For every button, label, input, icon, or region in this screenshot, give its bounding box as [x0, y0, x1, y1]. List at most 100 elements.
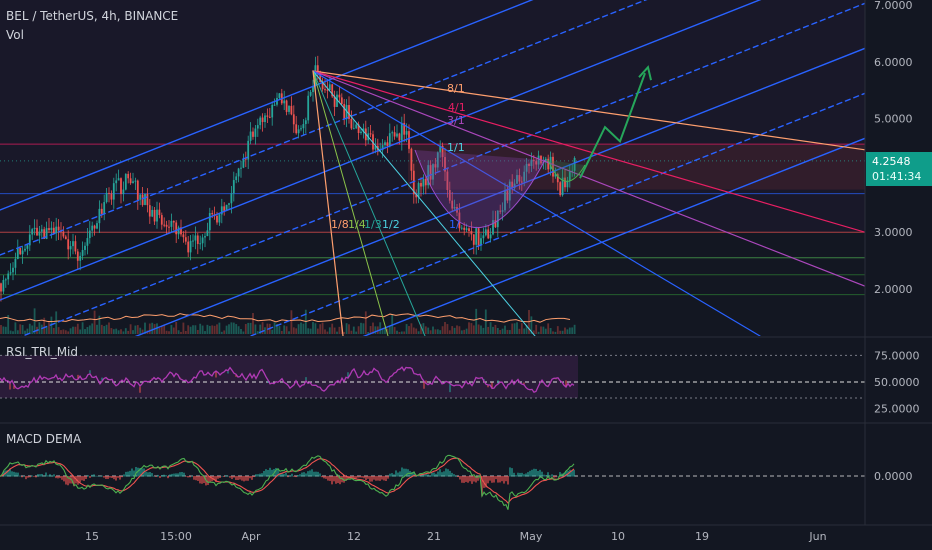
volume-bar — [40, 324, 43, 334]
macd-histogram-bar — [123, 474, 125, 477]
volume-bar — [213, 325, 216, 334]
macd-histogram-bar — [545, 475, 547, 477]
macd-histogram-bar — [235, 476, 237, 480]
drawing-tools — [0, 0, 865, 336]
volume-bar — [259, 324, 262, 334]
macd-histogram-bar — [559, 472, 561, 477]
candle-body — [544, 158, 547, 162]
volume-bar — [100, 324, 103, 334]
macd-pane[interactable] — [0, 454, 865, 510]
candle-body — [472, 234, 475, 245]
arrow-head — [638, 65, 652, 81]
fib-fan-line — [312, 70, 344, 336]
candle-body — [12, 267, 14, 273]
volume-bar — [9, 330, 12, 334]
macd-histogram-bar — [155, 476, 157, 477]
candle-body — [292, 114, 295, 125]
volume-bar — [117, 330, 120, 334]
candle-body — [240, 167, 242, 169]
volume-bar — [276, 323, 278, 334]
macd-histogram-bar — [53, 474, 55, 477]
volume-bar — [278, 326, 281, 334]
candle-body — [170, 220, 173, 227]
candle-body — [64, 236, 67, 240]
volume-bar — [331, 323, 334, 334]
price-pane[interactable]: 8/1 4/13/1 1/1 1/8 1/41/3 1/2 1/ — [0, 0, 865, 480]
candle-body — [391, 132, 394, 134]
fib-fan-label: 4/1 — [448, 101, 466, 114]
macd-histogram-bar — [261, 473, 263, 477]
volume-bar — [216, 324, 218, 334]
volume-bar — [288, 331, 290, 334]
macd-histogram-bar — [401, 467, 403, 477]
candle-body — [160, 215, 163, 225]
macd-histogram-bar — [537, 471, 539, 477]
macd-histogram-bar — [7, 469, 9, 477]
macd-histogram-bar — [79, 476, 81, 483]
macd-histogram-bar — [373, 476, 375, 480]
macd-histogram-bar — [451, 472, 453, 477]
candle-body — [40, 229, 43, 232]
candle-body — [362, 128, 365, 132]
candle-body — [328, 84, 331, 91]
macd-histogram-bar — [323, 476, 325, 479]
volume-bar — [196, 329, 199, 334]
macd-histogram-bar — [239, 476, 241, 480]
macd-histogram-bar — [489, 476, 491, 481]
volume-bar — [74, 326, 77, 334]
macd-histogram-bar — [375, 476, 377, 481]
volume-bar — [369, 326, 372, 334]
macd-histogram-bar — [201, 476, 203, 484]
macd-legend[interactable]: MACD DEMA — [6, 432, 82, 446]
volume-bar — [436, 329, 439, 334]
volume-bar — [487, 326, 490, 334]
symbol-title[interactable]: BEL / TetherUS, 4h, BINANCE — [6, 9, 179, 23]
candle-body — [228, 203, 230, 205]
candle-body — [79, 255, 82, 261]
macd-histogram-bar — [533, 468, 535, 477]
macd-histogram-bar — [255, 474, 257, 477]
macd-histogram-bar — [151, 473, 153, 477]
volume-bar — [280, 330, 283, 334]
volume-bar — [429, 330, 432, 334]
volume-bar — [422, 323, 425, 334]
rsi-pane[interactable] — [0, 354, 865, 399]
volume-bar — [321, 322, 324, 334]
macd-histogram-bar — [199, 476, 201, 484]
candle-body — [110, 193, 113, 200]
macd-histogram-bar — [443, 471, 445, 477]
candle-body — [19, 247, 22, 255]
candle-body — [230, 193, 233, 204]
candle-body — [172, 220, 175, 223]
macd-histogram-bar — [417, 475, 419, 477]
volume-bar — [172, 327, 175, 334]
volume-bar — [468, 322, 470, 334]
candle-body — [7, 273, 10, 280]
volume-bar — [319, 324, 322, 334]
macd-histogram-bar — [389, 473, 391, 477]
candle-body — [412, 170, 415, 195]
fib-fan-line — [312, 70, 865, 233]
price-axis[interactable]: 7.0000 6.0000 5.0000 3.0000 2.0000 75.0000 50.… — [874, 0, 920, 483]
candle-body — [321, 82, 324, 90]
volume-bar — [165, 330, 168, 334]
volume-bar — [458, 326, 461, 334]
volume-bar — [453, 327, 456, 334]
macd-histogram-bar — [377, 476, 379, 481]
candle-body — [343, 103, 346, 120]
macd-histogram-bar — [327, 476, 329, 481]
time-axis[interactable]: 15 15:00 Apr 12 21 May 10 19 Jun — [85, 530, 827, 543]
macd-histogram-bar — [127, 471, 129, 477]
macd-axis-tick: 0.0000 — [874, 470, 913, 483]
macd-histogram-bar — [289, 475, 291, 477]
macd-histogram-bar — [165, 475, 167, 477]
volume-legend[interactable]: Vol — [6, 28, 24, 42]
volume-bar — [16, 330, 19, 334]
macd-histogram-bar — [109, 476, 111, 478]
candle-body — [124, 173, 127, 190]
rsi-legend[interactable]: RSI_TRI_Mid — [6, 345, 79, 359]
macd-histogram-bar — [371, 476, 373, 482]
candle-body — [139, 194, 142, 200]
macd-histogram-bar — [73, 476, 75, 487]
